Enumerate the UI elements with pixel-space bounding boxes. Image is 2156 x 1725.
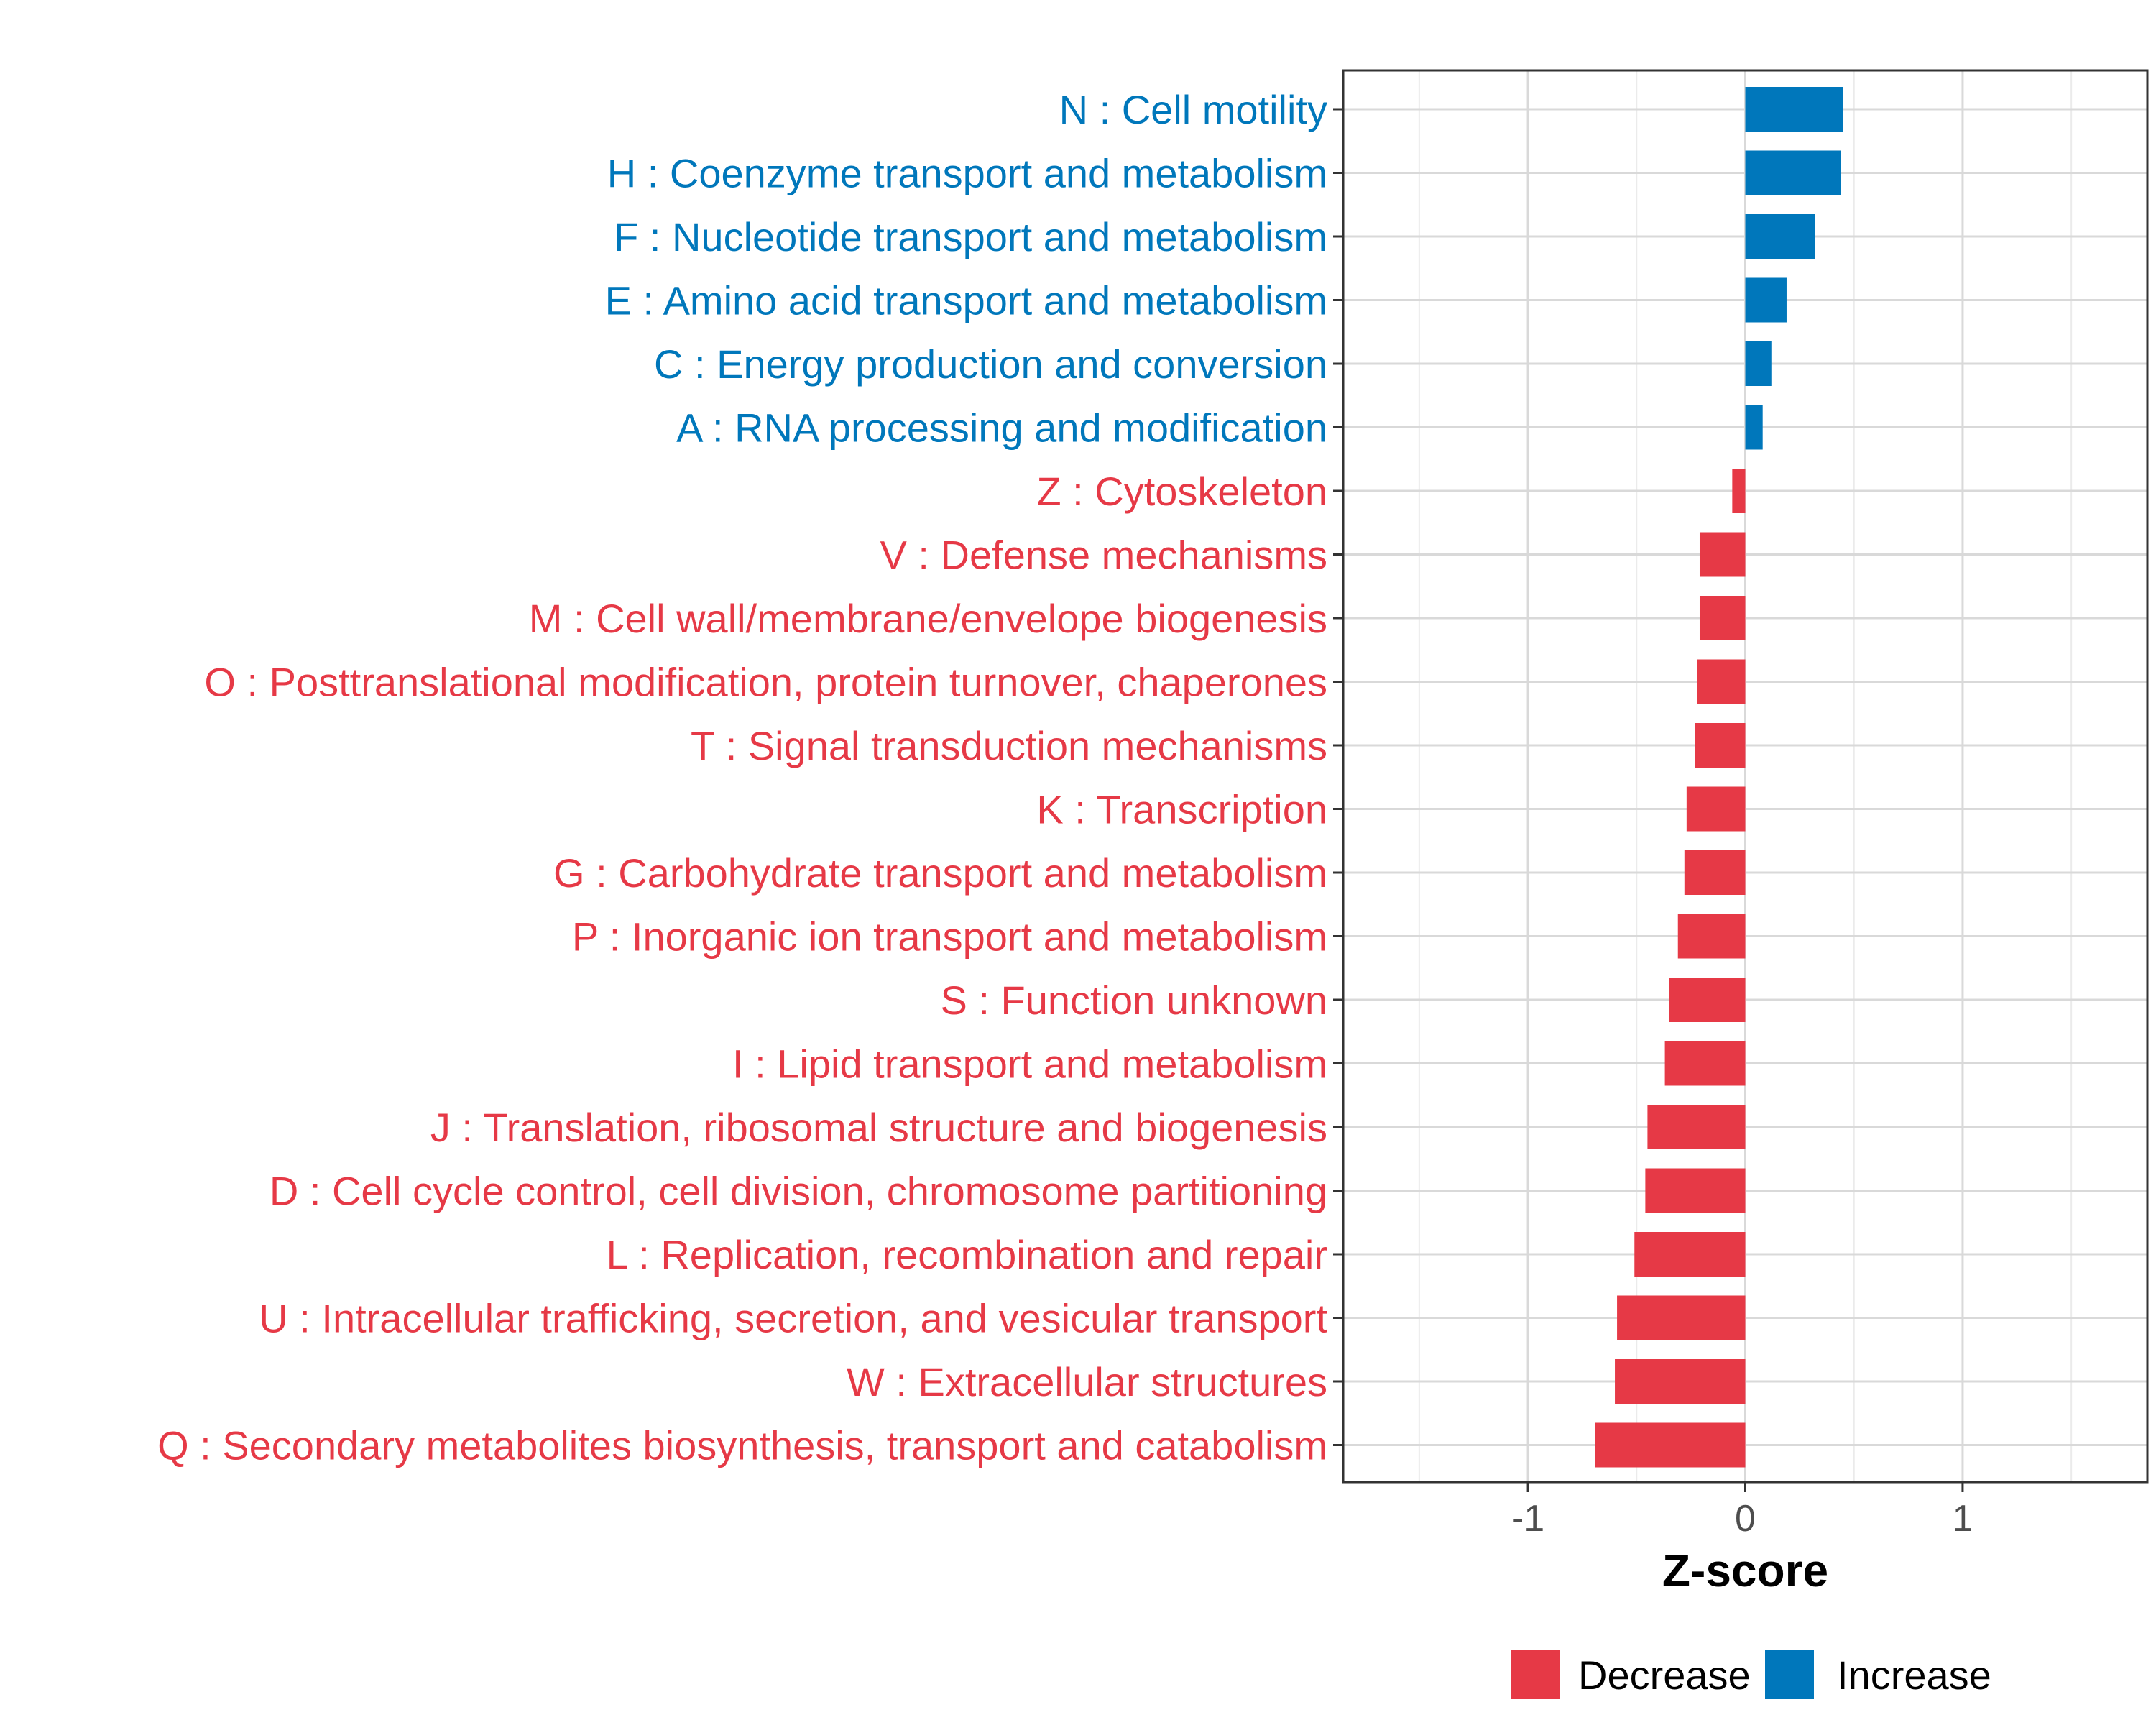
- x-tick-label: 1: [1952, 1498, 1973, 1540]
- bar: [1745, 405, 1763, 450]
- bar: [1745, 341, 1772, 386]
- bar: [1617, 1295, 1746, 1340]
- category-label: W : Extracellular structures: [847, 1359, 1327, 1404]
- bar: [1686, 786, 1746, 832]
- x-axis-title: Z-score: [1662, 1545, 1828, 1596]
- category-label: V : Defense mechanisms: [880, 533, 1327, 578]
- y-axis-ticks: [1333, 108, 1343, 1446]
- bar: [1684, 850, 1746, 895]
- bar: [1699, 532, 1746, 577]
- category-label: O : Posttranslational modification, prot…: [204, 660, 1327, 705]
- category-label: I : Lipid transport and metabolism: [732, 1041, 1327, 1087]
- bar: [1745, 277, 1787, 323]
- bar: [1695, 723, 1746, 768]
- category-label: Q : Secondary metabolites biosynthesis, …: [157, 1423, 1327, 1468]
- category-label: C : Energy production and conversion: [654, 341, 1327, 387]
- category-label: N : Cell motility: [1059, 87, 1327, 132]
- category-label: S : Function unknown: [940, 978, 1327, 1023]
- bar: [1664, 1041, 1746, 1086]
- category-label: E : Amino acid transport and metabolism: [605, 278, 1327, 323]
- category-labels: N : Cell motility H : Coenzyme transport …: [157, 87, 1327, 1468]
- x-tick-label: -1: [1511, 1498, 1544, 1540]
- legend-label-increase: Increase: [1837, 1652, 1991, 1698]
- category-label: H : Coenzyme transport and metabolism: [607, 151, 1327, 196]
- bar: [1745, 87, 1843, 132]
- bar: [1669, 978, 1746, 1022]
- bar: [1647, 1105, 1746, 1149]
- bar: [1615, 1359, 1746, 1404]
- category-label: F : Nucleotide transport and metabolism: [614, 214, 1327, 259]
- bar: [1745, 214, 1815, 259]
- category-label: K : Transcription: [1036, 787, 1327, 832]
- category-label: D : Cell cycle control, cell division, c…: [270, 1169, 1327, 1214]
- bar: [1745, 150, 1841, 196]
- legend: Decrease Increase: [1511, 1650, 1991, 1699]
- legend-swatch-decrease: [1511, 1650, 1560, 1699]
- bar: [1595, 1422, 1746, 1468]
- bar: [1697, 659, 1746, 704]
- category-label: G : Carbohydrate transport and metabolis…: [553, 850, 1327, 896]
- bar: [1677, 914, 1746, 959]
- category-label: J : Translation, ribosomal structure and…: [430, 1105, 1327, 1150]
- bar: [1634, 1232, 1746, 1276]
- x-axis-ticks: -1 0 1: [1511, 1482, 1973, 1540]
- bar: [1699, 596, 1746, 640]
- category-label: T : Signal transduction mechanisms: [691, 723, 1327, 768]
- legend-swatch-increase: [1765, 1650, 1814, 1699]
- bar: [1732, 469, 1746, 513]
- category-label: M : Cell wall/membrane/envelope biogenes…: [529, 596, 1327, 641]
- bar-layer: [1595, 87, 1843, 1468]
- category-label: Z : Cytoskeleton: [1036, 469, 1327, 514]
- category-label: P : Inorganic ion transport and metaboli…: [572, 914, 1327, 960]
- category-label: A : RNA processing and modification: [676, 405, 1327, 451]
- category-label: U : Intracellular trafficking, secretion…: [259, 1296, 1327, 1341]
- x-tick-label: 0: [1735, 1498, 1756, 1540]
- category-label: L : Replication, recombination and repai…: [607, 1232, 1327, 1277]
- bar: [1645, 1168, 1746, 1213]
- legend-label-decrease: Decrease: [1578, 1652, 1751, 1698]
